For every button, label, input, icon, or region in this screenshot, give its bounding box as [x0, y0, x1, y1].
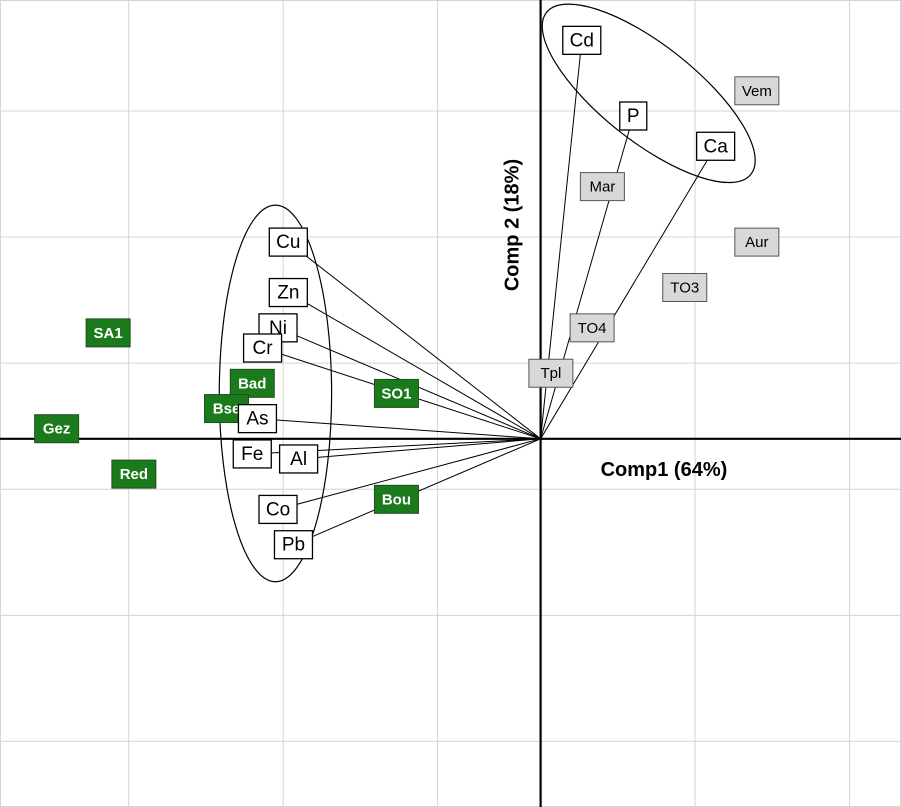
site-label-grey-box	[662, 272, 708, 302]
variable-label-co: Co	[258, 494, 298, 525]
variable-label-box	[619, 101, 648, 131]
site-label-green-bou: Bou	[373, 484, 419, 514]
variable-label-box	[232, 439, 272, 469]
variable-label-box	[268, 277, 308, 308]
variable-label-text: Al	[290, 449, 307, 470]
site-label-green-text: Bou	[382, 491, 411, 508]
loading-line-al	[298, 438, 541, 460]
loading-line-as	[257, 418, 541, 440]
site-label-grey-text: Aur	[745, 234, 768, 251]
site-label-grey-text: TO3	[670, 279, 699, 296]
site-label-green-red: Red	[111, 459, 157, 489]
loading-line-ca	[540, 146, 717, 440]
site-label-green-box	[34, 414, 80, 444]
site-label-green-bad: Bad	[229, 368, 275, 398]
variable-label-box	[696, 131, 736, 161]
site-label-green-box	[373, 378, 419, 408]
site-label-grey-text: TO4	[578, 320, 607, 337]
site-label-grey-to4: TO4	[569, 313, 615, 343]
site-label-grey-box	[734, 227, 780, 257]
site-label-green-sa1: SA1	[85, 318, 131, 348]
site-label-grey-box	[579, 172, 625, 202]
variable-label-zn: Zn	[268, 277, 308, 308]
variable-label-text: P	[627, 106, 640, 127]
variable-label-text: Ca	[704, 136, 729, 157]
site-label-green-text: Red	[120, 466, 148, 483]
site-label-grey-text: Mar	[589, 179, 615, 196]
variable-label-as: As	[237, 403, 278, 434]
variable-label-box	[278, 444, 319, 474]
site-label-green-so1: SO1	[373, 378, 419, 408]
variable-label-ca: Ca	[696, 131, 736, 161]
variable-label-box	[273, 530, 314, 560]
chart-marks: SA1GezRedBadBseSO1BouVemMarAurTO3TO4TplC…	[34, 25, 780, 560]
variable-label-box	[237, 403, 278, 434]
x-axis-label: Comp1 (64%)	[601, 459, 728, 481]
site-label-green-gez: Gez	[34, 414, 80, 444]
loading-line-cu	[288, 241, 541, 440]
site-label-grey-box	[569, 313, 615, 343]
variable-label-text: Cu	[276, 232, 300, 253]
site-label-grey-box	[734, 76, 780, 106]
site-label-grey-box	[528, 358, 574, 388]
site-label-green-text: Bad	[238, 375, 266, 392]
site-label-grey-tpl: Tpl	[528, 358, 574, 388]
loading-line-zn	[288, 292, 541, 440]
ellipse-group-1	[541, 3, 756, 184]
variable-label-text: As	[246, 409, 268, 430]
variable-label-p: P	[619, 101, 648, 131]
variable-label-al: Al	[278, 444, 319, 474]
variable-label-text: Co	[266, 499, 290, 520]
y-axis-label: Comp 2 (18%)	[502, 159, 524, 291]
site-label-grey-text: Tpl	[540, 365, 561, 382]
site-label-green-box	[229, 368, 275, 398]
variable-label-cr: Cr	[242, 333, 283, 363]
site-label-green-text: Gez	[43, 421, 71, 438]
variable-label-text: Cr	[253, 338, 274, 359]
variable-label-box	[268, 227, 308, 257]
variable-label-text: Zn	[277, 283, 299, 304]
site-label-green-box	[85, 318, 131, 348]
site-label-green-text: SA1	[94, 325, 123, 342]
variable-label-cu: Cu	[268, 227, 308, 257]
variable-label-box	[258, 494, 298, 525]
site-label-grey-vem: Vem	[734, 76, 780, 106]
variable-label-cd: Cd	[562, 25, 602, 56]
site-label-grey-text: Vem	[742, 83, 772, 100]
variable-label-text: Pb	[282, 535, 305, 556]
site-label-grey-mar: Mar	[579, 172, 625, 202]
variable-label-text: Cd	[570, 30, 594, 51]
site-label-grey-aur: Aur	[734, 227, 780, 257]
site-label-green-text: Bse	[213, 401, 241, 418]
site-label-green-box	[373, 484, 419, 514]
variable-label-box	[242, 333, 283, 363]
group-ellipses	[218, 3, 756, 583]
site-label-green-box	[111, 459, 157, 489]
site-label-grey-to3: TO3	[662, 272, 708, 302]
ellipse-group-2	[218, 204, 333, 583]
axis-titles: Comp1 (64%) Comp 2 (18%)	[502, 159, 728, 481]
variable-label-box	[562, 25, 602, 56]
variable-label-pb: Pb	[273, 530, 314, 560]
site-label-green-text: SO1	[381, 385, 411, 402]
variable-label-fe: Fe	[232, 439, 272, 469]
variable-label-text: Fe	[241, 444, 263, 465]
